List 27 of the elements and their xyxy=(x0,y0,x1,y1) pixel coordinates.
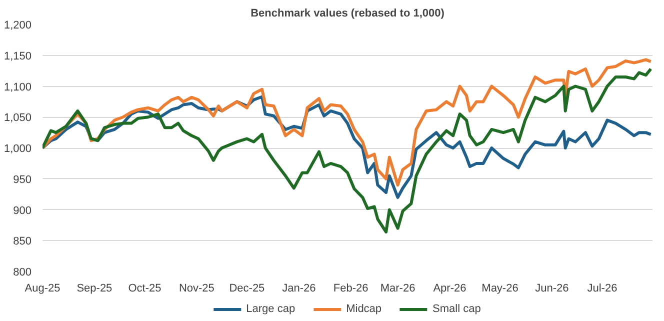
x-tick-label: Jan-26 xyxy=(282,282,316,294)
x-tick-label: Oct-25 xyxy=(128,282,162,294)
line-series xyxy=(42,67,652,234)
y-tick-label: 950 xyxy=(13,174,32,186)
y-tick-label: 1,000 xyxy=(4,143,32,155)
x-tick-label: May-26 xyxy=(482,282,518,294)
y-tick-label: 1,200 xyxy=(4,20,32,32)
x-tick-label: Feb-26 xyxy=(333,282,368,294)
line-series xyxy=(42,58,652,187)
x-tick-label: Dec-25 xyxy=(229,282,265,294)
x-tick-label: Apr-26 xyxy=(433,282,466,294)
y-tick-label: 850 xyxy=(13,236,32,248)
legend-label: Small cap xyxy=(432,303,481,315)
x-tick-label: Nov-25 xyxy=(178,282,214,294)
x-tick-label: Jun-26 xyxy=(535,282,569,294)
legend-label: Midcap xyxy=(346,303,382,315)
x-tick-label: Mar-26 xyxy=(380,282,416,294)
x-tick-label: Aug-25 xyxy=(24,282,60,294)
x-tick-label: Jul-26 xyxy=(587,282,618,294)
y-tick-label: 1,100 xyxy=(4,81,32,94)
x-tick-label: Sep-25 xyxy=(76,282,112,294)
y-tick-label: 900 xyxy=(13,204,32,217)
legend-label: Large cap xyxy=(246,303,296,315)
y-tick-label: 1,150 xyxy=(4,50,32,62)
chart-title: Benchmark values (rebased to 1,000) xyxy=(250,8,445,20)
y-tick-label: 1,050 xyxy=(4,112,32,124)
y-tick-label: 800 xyxy=(13,266,32,278)
